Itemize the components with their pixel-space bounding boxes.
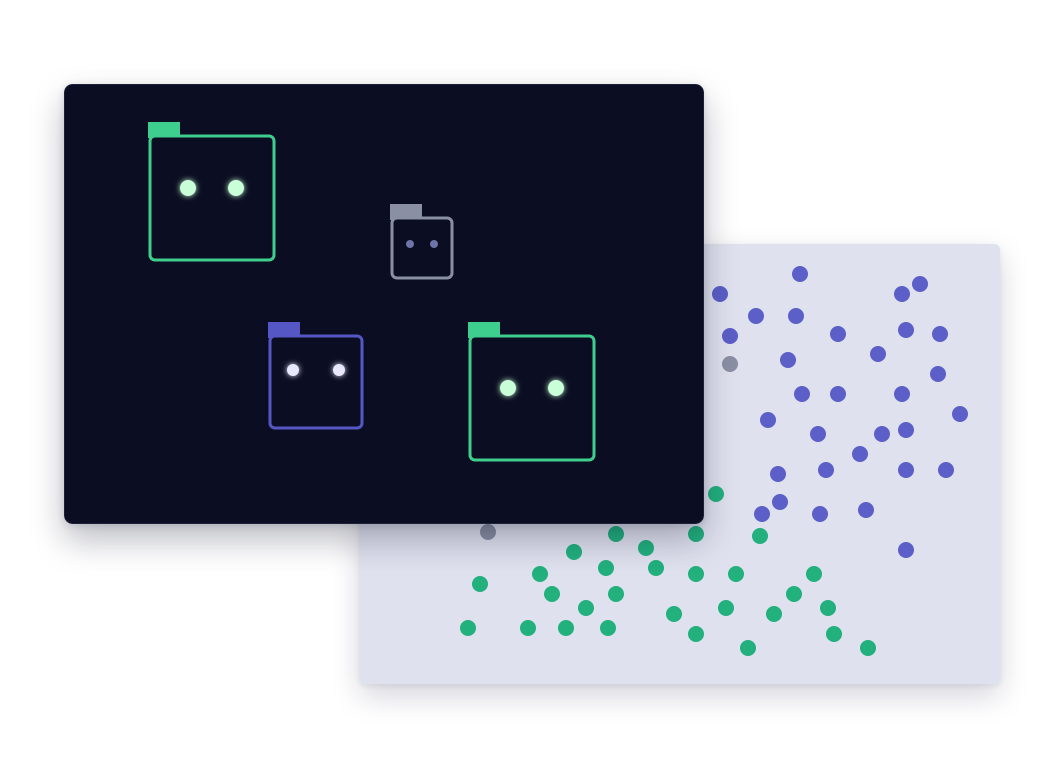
character-body <box>390 216 454 280</box>
scatter-dot-green-9 <box>728 566 744 582</box>
scatter-dot-indigo-11 <box>930 366 946 382</box>
scatter-dot-green-21 <box>600 620 616 636</box>
scatter-dot-indigo-6 <box>830 326 846 342</box>
scatter-dot-indigo-30 <box>912 276 928 292</box>
left-eye <box>406 240 414 248</box>
scatter-dot-indigo-1 <box>792 266 808 282</box>
scatter-dot-indigo-16 <box>810 426 826 442</box>
character-body <box>268 334 364 430</box>
scatter-dot-indigo-5 <box>788 308 804 324</box>
scatter-dot-green-25 <box>740 640 756 656</box>
scatter-dot-indigo-27 <box>898 542 914 558</box>
scatter-dot-gray-2 <box>480 524 496 540</box>
scatter-dot-indigo-2 <box>712 286 728 302</box>
scatter-dot-green-11 <box>544 586 560 602</box>
scatter-dot-indigo-21 <box>818 462 834 478</box>
scatter-dot-indigo-23 <box>938 462 954 478</box>
scatter-dot-indigo-24 <box>754 506 770 522</box>
scatter-dot-green-18 <box>460 620 476 636</box>
scatter-dot-green-22 <box>688 626 704 642</box>
character-tab <box>268 322 300 338</box>
scatter-dot-indigo-14 <box>894 386 910 402</box>
character-large-green <box>148 122 276 262</box>
scatter-dot-green-2 <box>608 526 624 542</box>
right-eye <box>228 180 244 196</box>
scatter-dot-green-4 <box>566 544 582 560</box>
scatter-dot-indigo-17 <box>874 426 890 442</box>
scatter-dot-green-16 <box>786 586 802 602</box>
scatter-dot-indigo-7 <box>898 322 914 338</box>
character-tab <box>468 322 500 338</box>
scatter-dot-green-12 <box>578 600 594 616</box>
scatter-dot-green-20 <box>558 620 574 636</box>
right-eye <box>430 240 438 248</box>
scatter-dot-indigo-20 <box>770 466 786 482</box>
scatter-dot-indigo-26 <box>858 502 874 518</box>
scatter-dot-green-13 <box>608 586 624 602</box>
scatter-dot-green-24 <box>826 626 842 642</box>
scatter-dot-green-8 <box>688 566 704 582</box>
scatter-dot-indigo-32 <box>952 406 968 422</box>
scatter-dot-green-26 <box>860 640 876 656</box>
character-medium-indigo <box>268 322 364 430</box>
scatter-dot-green-19 <box>520 620 536 636</box>
character-tab <box>148 122 180 138</box>
character-tab <box>390 204 422 220</box>
scatter-dots <box>460 266 968 656</box>
left-eye <box>180 180 196 196</box>
scatter-dot-green-23 <box>766 606 782 622</box>
right-eye <box>548 380 564 396</box>
scatter-dot-green-1 <box>708 486 724 502</box>
scatter-dot-indigo-25 <box>812 506 828 522</box>
scatter-dot-indigo-15 <box>760 412 776 428</box>
scatter-dot-green-30 <box>472 576 488 592</box>
scatter-dot-gray-1 <box>722 356 738 372</box>
scatter-dot-green-27 <box>532 566 548 582</box>
scatter-dot-green-17 <box>820 600 836 616</box>
character-body <box>148 134 276 262</box>
left-eye <box>500 380 516 396</box>
scatter-dot-indigo-31 <box>722 328 738 344</box>
scatter-dot-green-6 <box>598 560 614 576</box>
character-large-green-2 <box>468 322 596 462</box>
character-scene <box>64 84 704 524</box>
scatter-dot-indigo-3 <box>894 286 910 302</box>
scatter-dot-indigo-13 <box>830 386 846 402</box>
scatter-dot-indigo-8 <box>932 326 948 342</box>
scatter-dot-green-14 <box>666 606 682 622</box>
dark-scene-panel <box>64 84 704 524</box>
scatter-dot-green-5 <box>638 540 654 556</box>
scatter-dot-green-15 <box>718 600 734 616</box>
scatter-dot-indigo-18 <box>898 422 914 438</box>
scatter-dot-indigo-12 <box>794 386 810 402</box>
scatter-dot-indigo-9 <box>780 352 796 368</box>
scatter-dot-green-7 <box>648 560 664 576</box>
scatter-dot-indigo-19 <box>852 446 868 462</box>
scatter-dot-green-29 <box>752 528 768 544</box>
scatter-dot-green-3 <box>688 526 704 542</box>
scatter-dot-indigo-22 <box>898 462 914 478</box>
scatter-dot-indigo-4 <box>748 308 764 324</box>
left-eye <box>287 364 299 376</box>
character-small-gray <box>390 204 454 280</box>
character-body <box>468 334 596 462</box>
right-eye <box>333 364 345 376</box>
scatter-dot-indigo-10 <box>870 346 886 362</box>
scatter-dot-green-10 <box>806 566 822 582</box>
scatter-dot-indigo-29 <box>772 494 788 510</box>
characters <box>148 122 596 462</box>
